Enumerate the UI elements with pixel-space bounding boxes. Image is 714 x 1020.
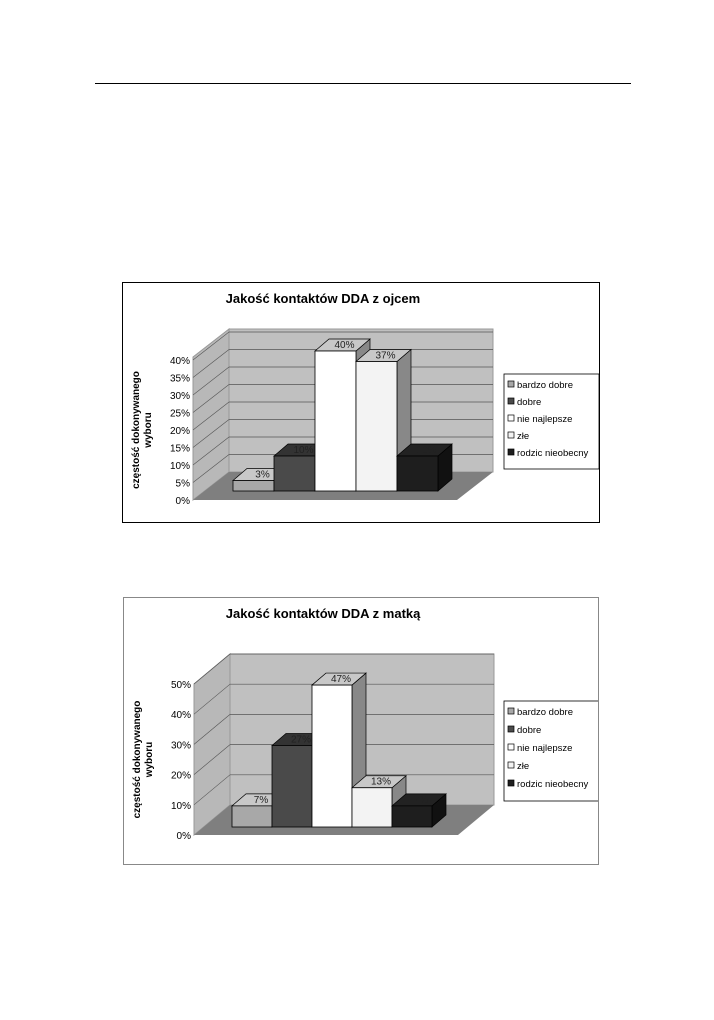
y-label-line1: częstość dokonywanego	[131, 371, 142, 489]
legend-swatch	[507, 725, 515, 733]
bar	[391, 805, 433, 828]
data-label: 37%	[375, 351, 395, 362]
legend-swatch	[507, 414, 515, 422]
y-axis-label: częstość dokonywanego wyboru	[131, 371, 154, 489]
data-label: 13%	[371, 777, 391, 788]
y-tick-label: 50%	[171, 680, 191, 691]
data-label: 10%	[416, 445, 436, 456]
data-label: 7%	[254, 795, 269, 806]
y-label-line1: częstość dokonywanego	[132, 701, 143, 819]
data-label: 3%	[255, 470, 270, 481]
legend-item: dobre	[517, 725, 541, 736]
y-tick-label: 40%	[171, 710, 191, 721]
legend-item: rodzic nieobecny	[517, 448, 589, 459]
bar	[351, 787, 393, 828]
chart-title: Jakość kontaktów DDA z matką	[226, 606, 421, 621]
chart-mother: Jakość kontaktów DDA z matką 0% 10% 20% 30% 4…	[123, 597, 599, 865]
legend-item: rodzic nieobecny	[517, 779, 589, 790]
chart-svg: Jakość kontaktów DDA z matką 0% 10% 20% 30% 4…	[132, 606, 598, 842]
legend-item: bardzo dobre	[517, 380, 573, 391]
y-tick-label: 20%	[171, 771, 191, 782]
legend-swatch	[507, 743, 515, 751]
y-tick-label: 10%	[170, 461, 190, 472]
side-wall	[193, 652, 231, 837]
gridline-side	[192, 366, 230, 396]
legend-swatch	[507, 431, 515, 439]
legend-item: złe	[517, 761, 529, 772]
side-wall	[192, 327, 230, 502]
gridline-side	[192, 436, 230, 466]
legend-swatch	[507, 779, 515, 787]
gridline-side	[193, 653, 231, 685]
legend-swatch	[507, 707, 515, 715]
gridline-side	[192, 349, 230, 378]
legend-item: nie najlepsze	[517, 743, 572, 754]
data-label: 10%	[293, 445, 313, 456]
y-tick-label: 30%	[171, 740, 191, 751]
gridline-side	[192, 331, 230, 361]
bar	[396, 455, 439, 492]
legend-swatch	[507, 761, 515, 769]
bar	[311, 684, 353, 828]
gridline-side	[192, 419, 230, 448]
bar	[271, 745, 313, 828]
bar	[273, 455, 316, 492]
gridline-side	[193, 683, 231, 715]
y-axis-label: częstość dokonywanego wyboru	[132, 701, 155, 819]
bar	[355, 361, 398, 492]
y-tick-label: 15%	[170, 444, 190, 455]
legend-box	[503, 700, 598, 802]
y-label-line2: wyboru	[143, 412, 154, 449]
bar	[231, 805, 273, 828]
legend-box	[503, 373, 599, 470]
bar	[314, 350, 357, 492]
gridline-side	[193, 744, 231, 775]
header-rule	[95, 83, 631, 84]
y-tick-label: 10%	[171, 801, 191, 812]
chart-father: Jakość kontaktów DDA z ojcem 0% 5% 10% 15% 20…	[122, 282, 600, 523]
y-tick-label: 30%	[170, 391, 190, 402]
legend: bardzo dobre dobre nie najlepsze złe rodzic …	[503, 700, 598, 802]
gridline-side	[192, 401, 230, 431]
bar-rodzic-nieobecny	[391, 793, 447, 828]
y-label-line2: wyboru	[144, 742, 155, 779]
data-label: 47%	[331, 674, 351, 685]
data-label: 7%	[414, 795, 429, 806]
gridline-side	[192, 384, 230, 413]
legend: bardzo dobre dobre nie najlepsze złe rodzic …	[503, 373, 599, 470]
y-tick-label: 20%	[170, 426, 190, 437]
data-label: 27%	[291, 734, 311, 745]
bar	[232, 480, 275, 492]
data-label: 40%	[334, 340, 354, 351]
y-tick-label: 25%	[170, 409, 190, 420]
legend-item: dobre	[517, 397, 541, 408]
y-tick-label: 40%	[170, 356, 190, 367]
y-tick-label: 0%	[177, 831, 192, 842]
y-tick-label: 0%	[176, 496, 191, 507]
legend-item: złe	[517, 431, 529, 442]
gridline-side	[193, 774, 231, 806]
legend-swatch	[507, 397, 515, 405]
gridline-side	[193, 714, 231, 745]
gridline-side	[192, 454, 230, 483]
chart-svg: Jakość kontaktów DDA z ojcem 0% 5% 10% 15% 20…	[131, 291, 599, 507]
bar-rodzic-nieobecny	[396, 443, 453, 492]
legend-swatch	[507, 448, 515, 456]
chart-title: Jakość kontaktów DDA z ojcem	[226, 291, 421, 306]
y-tick-label: 35%	[170, 374, 190, 385]
legend-item: nie najlepsze	[517, 414, 572, 425]
legend-item: bardzo dobre	[517, 707, 573, 718]
y-tick-label: 5%	[176, 479, 191, 490]
legend-swatch	[507, 380, 515, 388]
